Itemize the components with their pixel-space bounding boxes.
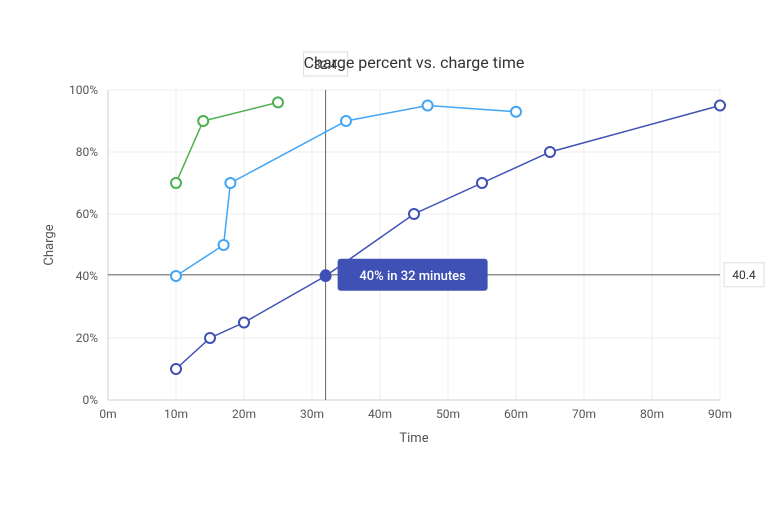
y-axis-title: Charge	[42, 224, 57, 265]
y-tick-label: 100%	[69, 83, 98, 97]
data-point[interactable]	[171, 271, 181, 281]
x-axis-title: Time	[399, 431, 428, 446]
y-tick-label: 80%	[76, 145, 98, 159]
data-point[interactable]	[477, 178, 487, 188]
x-tick-label: 20m	[232, 407, 256, 421]
data-point[interactable]	[171, 364, 181, 374]
chart-title: Charge percent vs. charge time	[304, 53, 525, 72]
y-value-badge-text: 40.4	[732, 268, 756, 282]
y-tick-label: 60%	[76, 207, 98, 221]
active-point[interactable]	[321, 270, 331, 280]
chart-bg	[0, 0, 770, 516]
y-tick-label: 40%	[76, 269, 98, 283]
data-point[interactable]	[225, 178, 235, 188]
x-tick-label: 10m	[164, 407, 188, 421]
data-point[interactable]	[273, 97, 283, 107]
data-point[interactable]	[239, 318, 249, 328]
data-point[interactable]	[198, 116, 208, 126]
data-point[interactable]	[715, 101, 725, 111]
x-tick-label: 70m	[572, 407, 596, 421]
chart-container: 0m 10m 20m 30m 40m 50m 60m 70m 80m 90m 0% 20% 40% 60%…	[0, 0, 770, 516]
y-tick-label: 20%	[76, 331, 98, 345]
data-point[interactable]	[545, 147, 555, 157]
data-point[interactable]	[171, 178, 181, 188]
x-tick-label: 50m	[436, 407, 460, 421]
x-tick-label: 60m	[504, 407, 528, 421]
x-tick-label: 0m	[99, 407, 116, 421]
data-point[interactable]	[423, 101, 433, 111]
x-tick-label: 30m	[300, 407, 324, 421]
data-point[interactable]	[219, 240, 229, 250]
tooltip-text: 40% in 32 minutes	[359, 269, 466, 284]
x-tick-label: 80m	[640, 407, 664, 421]
line-chart[interactable]: 0m 10m 20m 30m 40m 50m 60m 70m 80m 90m 0% 20% 40% 60%…	[0, 0, 770, 516]
y-tick-label: 0%	[82, 393, 98, 407]
data-point[interactable]	[341, 116, 351, 126]
x-tick-label: 40m	[368, 407, 392, 421]
data-point[interactable]	[205, 333, 215, 343]
data-point[interactable]	[511, 107, 521, 117]
x-tick-label: 90m	[708, 407, 732, 421]
data-point[interactable]	[409, 209, 419, 219]
